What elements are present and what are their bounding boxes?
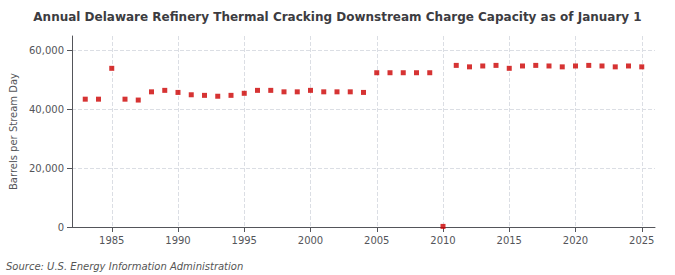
svg-text:1985: 1985	[99, 235, 124, 246]
svg-text:Source: U.S. Energy Informatio: Source: U.S. Energy Information Administ…	[6, 261, 243, 272]
svg-text:Barrels per Stream Day: Barrels per Stream Day	[8, 73, 19, 190]
svg-text:20,000: 20,000	[29, 163, 64, 174]
svg-text:2000: 2000	[298, 235, 323, 246]
svg-text:1990: 1990	[165, 235, 190, 246]
svg-text:2010: 2010	[430, 235, 455, 246]
svg-text:1995: 1995	[232, 235, 257, 246]
svg-text:Annual Delaware Refinery Therm: Annual Delaware Refinery Thermal Crackin…	[33, 10, 641, 24]
svg-text:2020: 2020	[563, 235, 588, 246]
svg-text:2005: 2005	[364, 235, 389, 246]
svg-text:60,000: 60,000	[29, 45, 64, 56]
svg-text:2015: 2015	[497, 235, 522, 246]
svg-text:0: 0	[58, 222, 64, 233]
svg-text:2025: 2025	[629, 235, 654, 246]
svg-text:40,000: 40,000	[29, 104, 64, 115]
